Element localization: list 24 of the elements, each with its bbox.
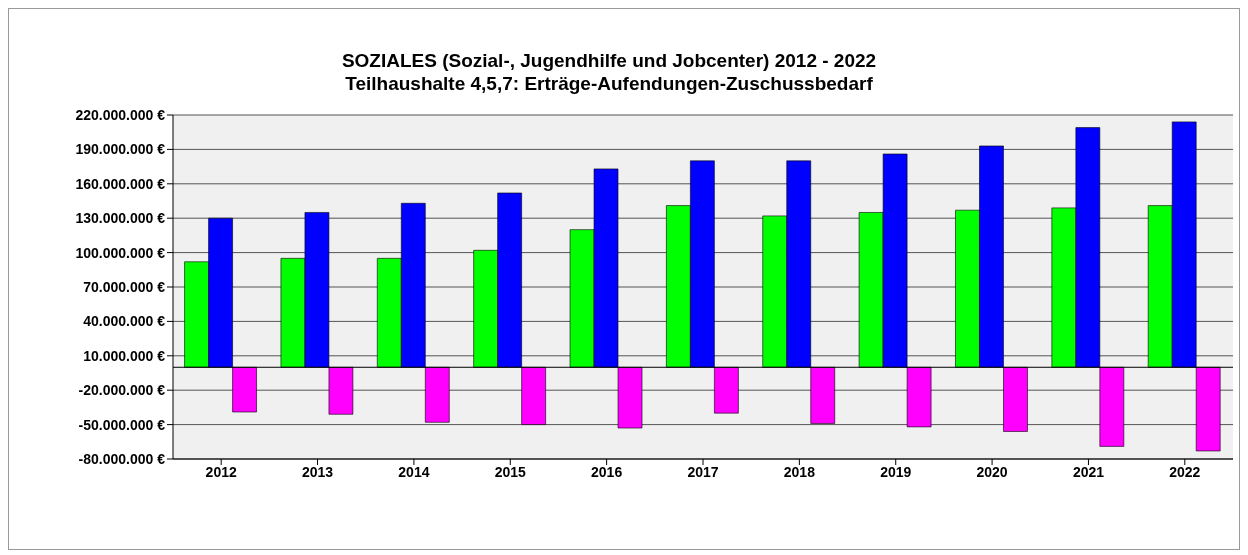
x-tick-label: 2021 bbox=[1072, 463, 1105, 480]
y-tick-label: 220.000.000 € bbox=[75, 106, 166, 123]
x-tick-label: 2015 bbox=[494, 463, 527, 480]
x-tick-label: 2017 bbox=[687, 463, 719, 480]
x-tick-label: 2013 bbox=[301, 463, 334, 480]
y-tick-label: 160.000.000 € bbox=[75, 175, 166, 192]
x-tick-label: 2014 bbox=[398, 463, 430, 480]
y-tick-label: -80.000.000 € bbox=[78, 450, 166, 467]
x-tick-label: 2019 bbox=[880, 463, 912, 480]
y-tick-label: 40.000.000 € bbox=[83, 313, 166, 330]
x-tick-label: 2016 bbox=[591, 463, 623, 480]
y-tick-label: 190.000.000 € bbox=[75, 141, 166, 158]
y-tick-label: 10.000.000 € bbox=[83, 347, 166, 364]
y-tick-label: 100.000.000 € bbox=[75, 244, 166, 261]
y-tick-label: 70.000.000 € bbox=[83, 278, 166, 295]
x-tick-label: 2022 bbox=[1169, 463, 1201, 480]
chart-subtitle: Teilhaushalte 4,5,7: Erträge-Aufendungen-Zuschussbedarf bbox=[344, 72, 874, 95]
chart-title: SOZIALES (Sozial-, Jugendhilfe und Jobcenter) 2012 - 2022 bbox=[340, 49, 878, 72]
x-tick-label: 2012 bbox=[205, 463, 237, 480]
y-tick-label: -50.000.000 € bbox=[78, 416, 166, 433]
x-tick-label: 2018 bbox=[783, 463, 816, 480]
y-tick-label: -20.000.000 € bbox=[78, 382, 166, 399]
x-tick-label: 2020 bbox=[976, 463, 1008, 480]
y-tick-label: 130.000.000 € bbox=[75, 210, 166, 227]
